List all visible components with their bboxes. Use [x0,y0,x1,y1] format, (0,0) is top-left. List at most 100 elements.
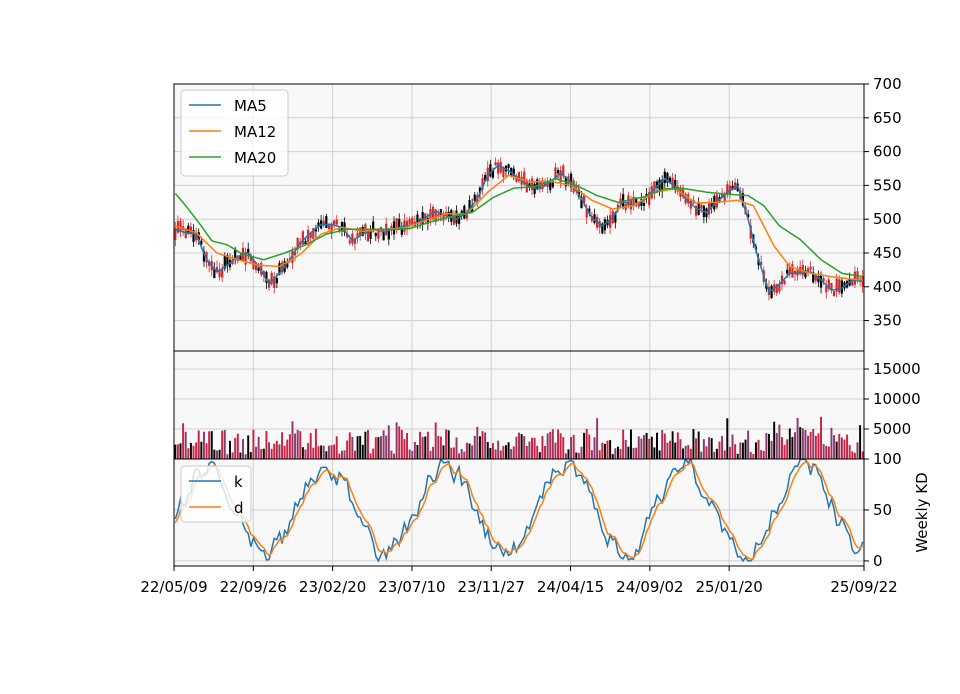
volume-bar [478,436,481,459]
volume-bar [437,435,440,459]
volume-bar [518,432,520,459]
volume-bar [343,450,346,459]
candle-body [830,282,833,290]
volume-bar [557,429,560,459]
candle-body [780,275,784,285]
candle-body [348,240,351,244]
candle-body [588,208,591,214]
candle-body [202,251,206,262]
volume-bar [650,436,653,459]
ma20-line [174,177,863,278]
x-tick-label: 23/07/10 [378,578,445,596]
candle-body [226,255,229,266]
volume-bar [395,422,398,459]
volume-bar [546,433,549,459]
candle-body [507,164,510,168]
volume-bar [291,421,294,459]
volume-bar [486,441,489,459]
legend-label: d [234,499,244,517]
volume-bar [403,439,406,459]
volume-bar [715,448,718,459]
volume-bar [840,437,843,459]
volume-bar [416,445,419,459]
candle-body [817,275,820,283]
volume-bar [424,436,427,459]
volume-bar [653,447,656,459]
volume-bar [359,435,362,459]
volume-bar [767,433,770,459]
volume-bar [757,439,760,459]
volume-bar [585,429,588,459]
volume-bar [273,443,276,459]
volume-bar [174,444,177,459]
candle-body [832,291,836,297]
candle-body [270,272,273,285]
candle-body [374,232,377,237]
volume-bar [369,453,372,459]
candle-body [822,278,825,282]
volume-bar [294,433,297,459]
volume-bar [398,426,401,459]
volume-bar [760,450,763,459]
volume-bar [731,434,734,459]
x-tick-label: 23/02/20 [299,578,366,596]
volume-bar [408,449,411,459]
candle-body [278,263,281,275]
candle-body [353,238,357,244]
volume-bar [471,445,474,459]
volume-bar [682,448,685,459]
volume-bar [346,440,349,459]
candle-body [377,228,380,239]
volume-bar [489,447,492,459]
candle-body [333,220,336,225]
candle-body [861,276,864,287]
candle-body [783,280,786,284]
x-tick-label: 24/09/02 [616,578,683,596]
candle-body [512,168,515,178]
volume-bar [400,429,403,459]
y-tick-label: 50 [873,501,892,519]
candle-body [296,237,299,250]
volume-bar [393,453,395,459]
volume-bar [671,431,674,459]
candle-body [549,180,552,191]
volume-bar [781,437,783,459]
volume-bar [458,453,461,459]
x-tick-label: 23/11/27 [458,578,525,596]
candle-body [710,202,713,208]
volume-bar [684,445,687,459]
candle-body [671,177,674,189]
volume-bar [270,448,273,459]
candle-body [567,176,570,186]
volume-bar [502,446,505,459]
volume-bar [541,436,544,459]
volume-bar [242,439,244,459]
volume-bar [361,444,364,459]
candle-body [835,278,838,292]
volume-bar [382,430,385,459]
candle-body [582,195,586,204]
volume-bar [804,429,807,459]
volume-bar [330,445,333,459]
volume-bar [268,442,271,459]
volume-bar [580,446,583,459]
x-tick-label: 24/04/15 [537,578,604,596]
candle-body [400,227,403,235]
volume-bar [624,439,627,459]
legend-box [180,89,289,177]
candle-body [731,185,734,190]
candle-body [244,251,247,265]
volume-bar [830,427,833,459]
volume-bar [439,436,442,459]
volume-bar [385,435,388,459]
volume-bar [476,426,479,459]
candle-body [309,232,312,238]
volume-bar [484,432,487,459]
volume-bar [374,437,377,459]
volume-bar [296,429,299,459]
candle-body [455,210,458,224]
candle-body [489,164,492,177]
volume-bar [533,437,536,459]
candle-body [346,233,349,238]
candle-body [687,194,690,204]
